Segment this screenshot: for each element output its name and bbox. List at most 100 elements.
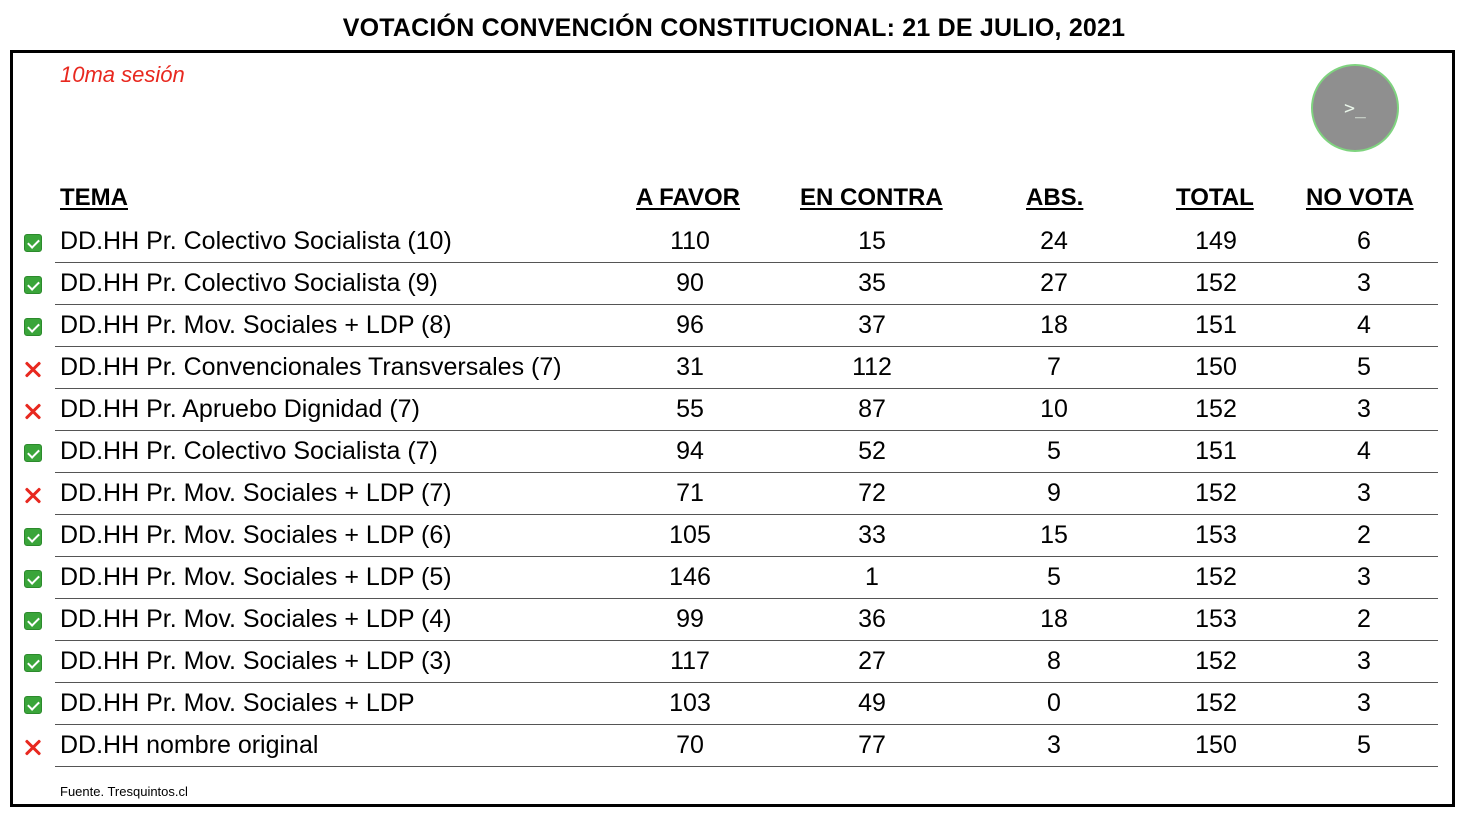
row-divider [55,640,1438,641]
row-en-contra: 112 [852,353,892,381]
row-a-favor: 110 [670,227,710,255]
row-en-contra: 35 [858,269,886,297]
row-abs: 18 [1040,311,1068,339]
table-row: DD.HH Pr. Mov. Sociales + LDP (7) 71 72 9 15… [0,473,1468,515]
table-row: DD.HH Pr. Colectivo Socialista (9) 90 35 27… [0,263,1468,305]
check-icon [24,276,42,294]
row-abs: 24 [1040,227,1068,255]
row-a-favor: 55 [676,395,704,423]
row-en-contra: 36 [858,605,886,633]
source-note: Fuente. Tresquintos.cl [60,784,188,799]
row-divider [55,472,1438,473]
table-row: DD.HH Pr. Mov. Sociales + LDP (4) 99 36 18 1… [0,599,1468,641]
row-divider [55,598,1438,599]
row-divider [55,724,1438,725]
check-icon [24,234,42,252]
row-abs: 27 [1040,269,1068,297]
row-a-favor: 117 [670,647,710,675]
table-row: DD.HH Pr. Mov. Sociales + LDP 103 49 0 152 3 [0,683,1468,725]
row-no-vota: 6 [1357,227,1371,255]
row-total: 152 [1195,395,1237,423]
check-icon [24,612,42,630]
cross-icon [24,738,42,756]
table-row: DD.HH Pr. Mov. Sociales + LDP (3) 117 27 8 1… [0,641,1468,683]
header-tema: TEMA [60,184,128,211]
row-no-vota: 3 [1357,269,1371,297]
row-en-contra: 72 [858,479,886,507]
row-abs: 10 [1040,395,1068,423]
table-row: DD.HH Pr. Colectivo Socialista (7) 94 52 5 1… [0,431,1468,473]
row-en-contra: 37 [858,311,886,339]
row-en-contra: 1 [865,563,879,591]
row-abs: 0 [1047,689,1061,717]
row-a-favor: 94 [676,437,704,465]
row-tema: DD.HH Pr. Colectivo Socialista (9) [60,269,438,297]
row-no-vota: 3 [1357,479,1371,507]
row-divider [55,304,1438,305]
table-row: DD.HH Pr. Apruebo Dignidad (7) 55 87 10 152 3 [0,389,1468,431]
row-a-favor: 105 [669,521,711,549]
terminal-button[interactable]: >_ [1311,64,1399,152]
row-divider [55,262,1438,263]
cross-icon [24,402,42,420]
header-en-contra: EN CONTRA [800,184,943,211]
check-icon [24,528,42,546]
row-a-favor: 71 [676,479,704,507]
row-total: 152 [1195,563,1237,591]
row-tema: DD.HH Pr. Apruebo Dignidad (7) [60,395,420,423]
row-total: 152 [1195,479,1237,507]
row-no-vota: 4 [1357,437,1371,465]
row-en-contra: 52 [858,437,886,465]
page-title: VOTACIÓN CONVENCIÓN CONSTITUCIONAL: 21 D… [342,14,1126,42]
row-en-contra: 27 [858,647,886,675]
header-a-favor: A FAVOR [636,184,741,211]
row-no-vota: 2 [1357,521,1371,549]
row-tema: DD.HH Pr. Mov. Sociales + LDP [60,689,415,717]
row-en-contra: 33 [858,521,886,549]
row-a-favor: 31 [676,353,704,381]
header-total: TOTAL [1176,184,1254,211]
table-row: DD.HH Pr. Mov. Sociales + LDP (6) 105 33 15… [0,515,1468,557]
row-total: 149 [1195,227,1237,255]
row-divider [55,682,1438,683]
row-en-contra: 87 [858,395,886,423]
row-no-vota: 2 [1357,605,1371,633]
row-en-contra: 77 [858,731,886,759]
row-total: 152 [1195,647,1237,675]
row-total: 151 [1195,437,1237,465]
row-tema: DD.HH Pr. Mov. Sociales + LDP (6) [60,521,452,549]
check-icon [24,570,42,588]
row-a-favor: 103 [669,689,711,717]
row-abs: 3 [1047,731,1061,759]
row-abs: 8 [1047,647,1061,675]
row-tema: DD.HH Pr. Colectivo Socialista (7) [60,437,438,465]
row-abs: 15 [1040,521,1068,549]
row-abs: 5 [1047,437,1061,465]
row-total: 150 [1195,353,1237,381]
table-row: DD.HH Pr. Mov. Sociales + LDP (8) 96 37 18 1… [0,305,1468,347]
row-total: 150 [1195,731,1237,759]
check-icon [24,696,42,714]
row-no-vota: 3 [1357,563,1371,591]
row-divider [55,430,1438,431]
table-row: DD.HH Pr. Colectivo Socialista (10) 110 15… [0,221,1468,263]
row-divider [55,388,1438,389]
row-a-favor: 96 [676,311,704,339]
row-tema: DD.HH Pr. Mov. Sociales + LDP (5) [60,563,452,591]
cross-icon [24,486,42,504]
row-no-vota: 3 [1357,647,1371,675]
row-no-vota: 5 [1357,353,1371,381]
row-tema: DD.HH Pr. Mov. Sociales + LDP (4) [60,605,452,633]
check-icon [24,654,42,672]
terminal-icon: >_ [1344,97,1366,119]
row-divider [55,556,1438,557]
row-a-favor: 70 [676,731,704,759]
row-abs: 9 [1047,479,1061,507]
row-tema: DD.HH nombre original [60,731,319,759]
row-abs: 5 [1047,563,1061,591]
row-en-contra: 49 [858,689,886,717]
row-tema: DD.HH Pr. Convencionales Transversales (… [60,353,562,381]
row-no-vota: 3 [1357,395,1371,423]
row-a-favor: 146 [669,563,711,591]
row-no-vota: 5 [1357,731,1371,759]
